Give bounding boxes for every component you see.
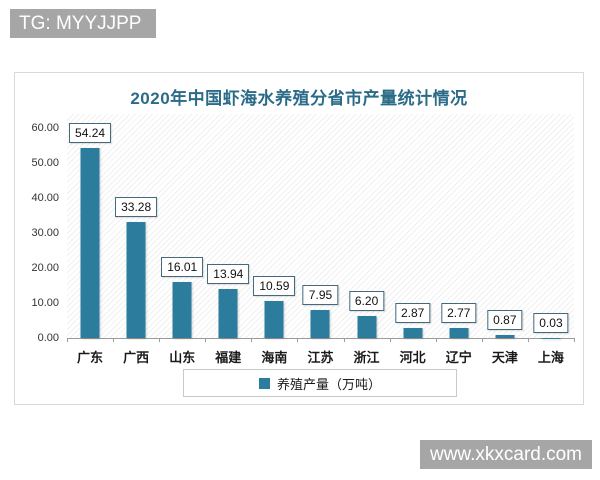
y-axis-tick-label: 20.00 xyxy=(31,262,59,274)
bar-slot: 54.24 广东 xyxy=(67,114,113,365)
x-axis-tick xyxy=(251,338,253,342)
bar-slot: 10.59 海南 xyxy=(251,114,297,365)
x-axis-label: 海南 xyxy=(261,350,288,365)
y-axis-tick-label: 60.00 xyxy=(31,122,59,134)
bar xyxy=(449,328,469,338)
x-axis-tick xyxy=(343,338,345,342)
tg-watermark-badge: TG: MYYJJPP xyxy=(10,9,156,38)
chart-title: 2020年中国虾海水养殖分省市产量统计情况 xyxy=(130,89,468,108)
bar xyxy=(495,334,515,338)
bar-slot: 2.77 辽宁 xyxy=(436,114,482,365)
bar-value-label: 54.24 xyxy=(69,123,112,144)
bar xyxy=(80,148,100,338)
y-axis-tick-label: 10.00 xyxy=(31,297,59,309)
site-watermark-badge: www.xkxcard.com xyxy=(420,440,592,469)
bar-value-label: 33.28 xyxy=(115,196,158,217)
x-axis-tick xyxy=(435,338,437,342)
plot-area: 0.00 10.00 20.00 30.00 40.00 50.00 60.00 54.24 广… xyxy=(31,114,575,365)
y-axis-tick-label: 40.00 xyxy=(31,192,59,204)
x-axis-tick xyxy=(574,338,575,342)
bar-value-label: 0.03 xyxy=(533,312,569,333)
bar-value-label: 2.87 xyxy=(394,302,431,323)
x-axis-tick xyxy=(481,338,483,342)
bar xyxy=(541,337,561,338)
y-axis-tick-label: 0.00 xyxy=(37,332,59,344)
bar-value-label: 16.01 xyxy=(161,256,204,277)
x-axis-label: 上海 xyxy=(537,350,564,365)
y-axis-tick-label: 30.00 xyxy=(31,227,59,239)
x-axis-tick xyxy=(113,338,115,342)
bar-slot: 13.94 福建 xyxy=(205,114,251,365)
bar-slot: 33.28 广西 xyxy=(113,114,159,365)
x-axis-label: 浙江 xyxy=(353,350,380,365)
bar xyxy=(218,289,238,338)
bar-slot: 2.87 河北 xyxy=(390,114,436,365)
x-axis-label: 辽宁 xyxy=(445,350,472,365)
x-axis-tick xyxy=(159,338,161,342)
bar-slot: 16.01 山东 xyxy=(159,114,205,365)
bar xyxy=(357,316,377,338)
legend-marker-icon xyxy=(258,377,270,389)
bar xyxy=(172,281,192,338)
legend: 养殖产量（万吨） xyxy=(183,369,457,397)
x-axis-label: 广东 xyxy=(77,350,104,365)
x-axis-label: 山东 xyxy=(169,350,196,365)
bar-value-label: 6.20 xyxy=(348,291,385,312)
x-axis-tick xyxy=(527,338,529,342)
x-axis-tick xyxy=(297,338,299,342)
x-axis-label: 天津 xyxy=(491,350,518,365)
x-axis-tick xyxy=(389,338,391,342)
bar-slot: 0.87 天津 xyxy=(482,114,528,365)
bar-value-label: 13.94 xyxy=(207,264,250,285)
x-axis-label: 河北 xyxy=(399,350,426,365)
x-axis-label: 江苏 xyxy=(307,350,334,365)
legend-label: 养殖产量（万吨） xyxy=(276,376,381,392)
y-axis-tick-label: 50.00 xyxy=(31,157,59,169)
x-axis-label: 广西 xyxy=(123,350,150,365)
bar-value-label: 10.59 xyxy=(253,275,296,296)
x-axis-tick xyxy=(205,338,207,342)
bar xyxy=(126,221,146,338)
bar-value-label: 0.87 xyxy=(487,309,523,330)
bar xyxy=(403,327,423,338)
x-axis-label: 福建 xyxy=(215,350,242,365)
bar-value-label: 7.95 xyxy=(302,285,339,306)
bar-slot: 6.20 浙江 xyxy=(344,114,390,365)
bar-slot: 0.03 上海 xyxy=(528,114,574,365)
x-axis-tick xyxy=(67,338,68,342)
chart-panel: 2020年中国虾海水养殖分省市产量统计情况 0.00 10.00 20.00 30.0… xyxy=(14,72,584,405)
bar xyxy=(264,300,284,338)
bar-value-label: 2.77 xyxy=(441,303,477,324)
bar-slot: 7.95 江苏 xyxy=(297,114,343,365)
bar xyxy=(310,310,330,338)
